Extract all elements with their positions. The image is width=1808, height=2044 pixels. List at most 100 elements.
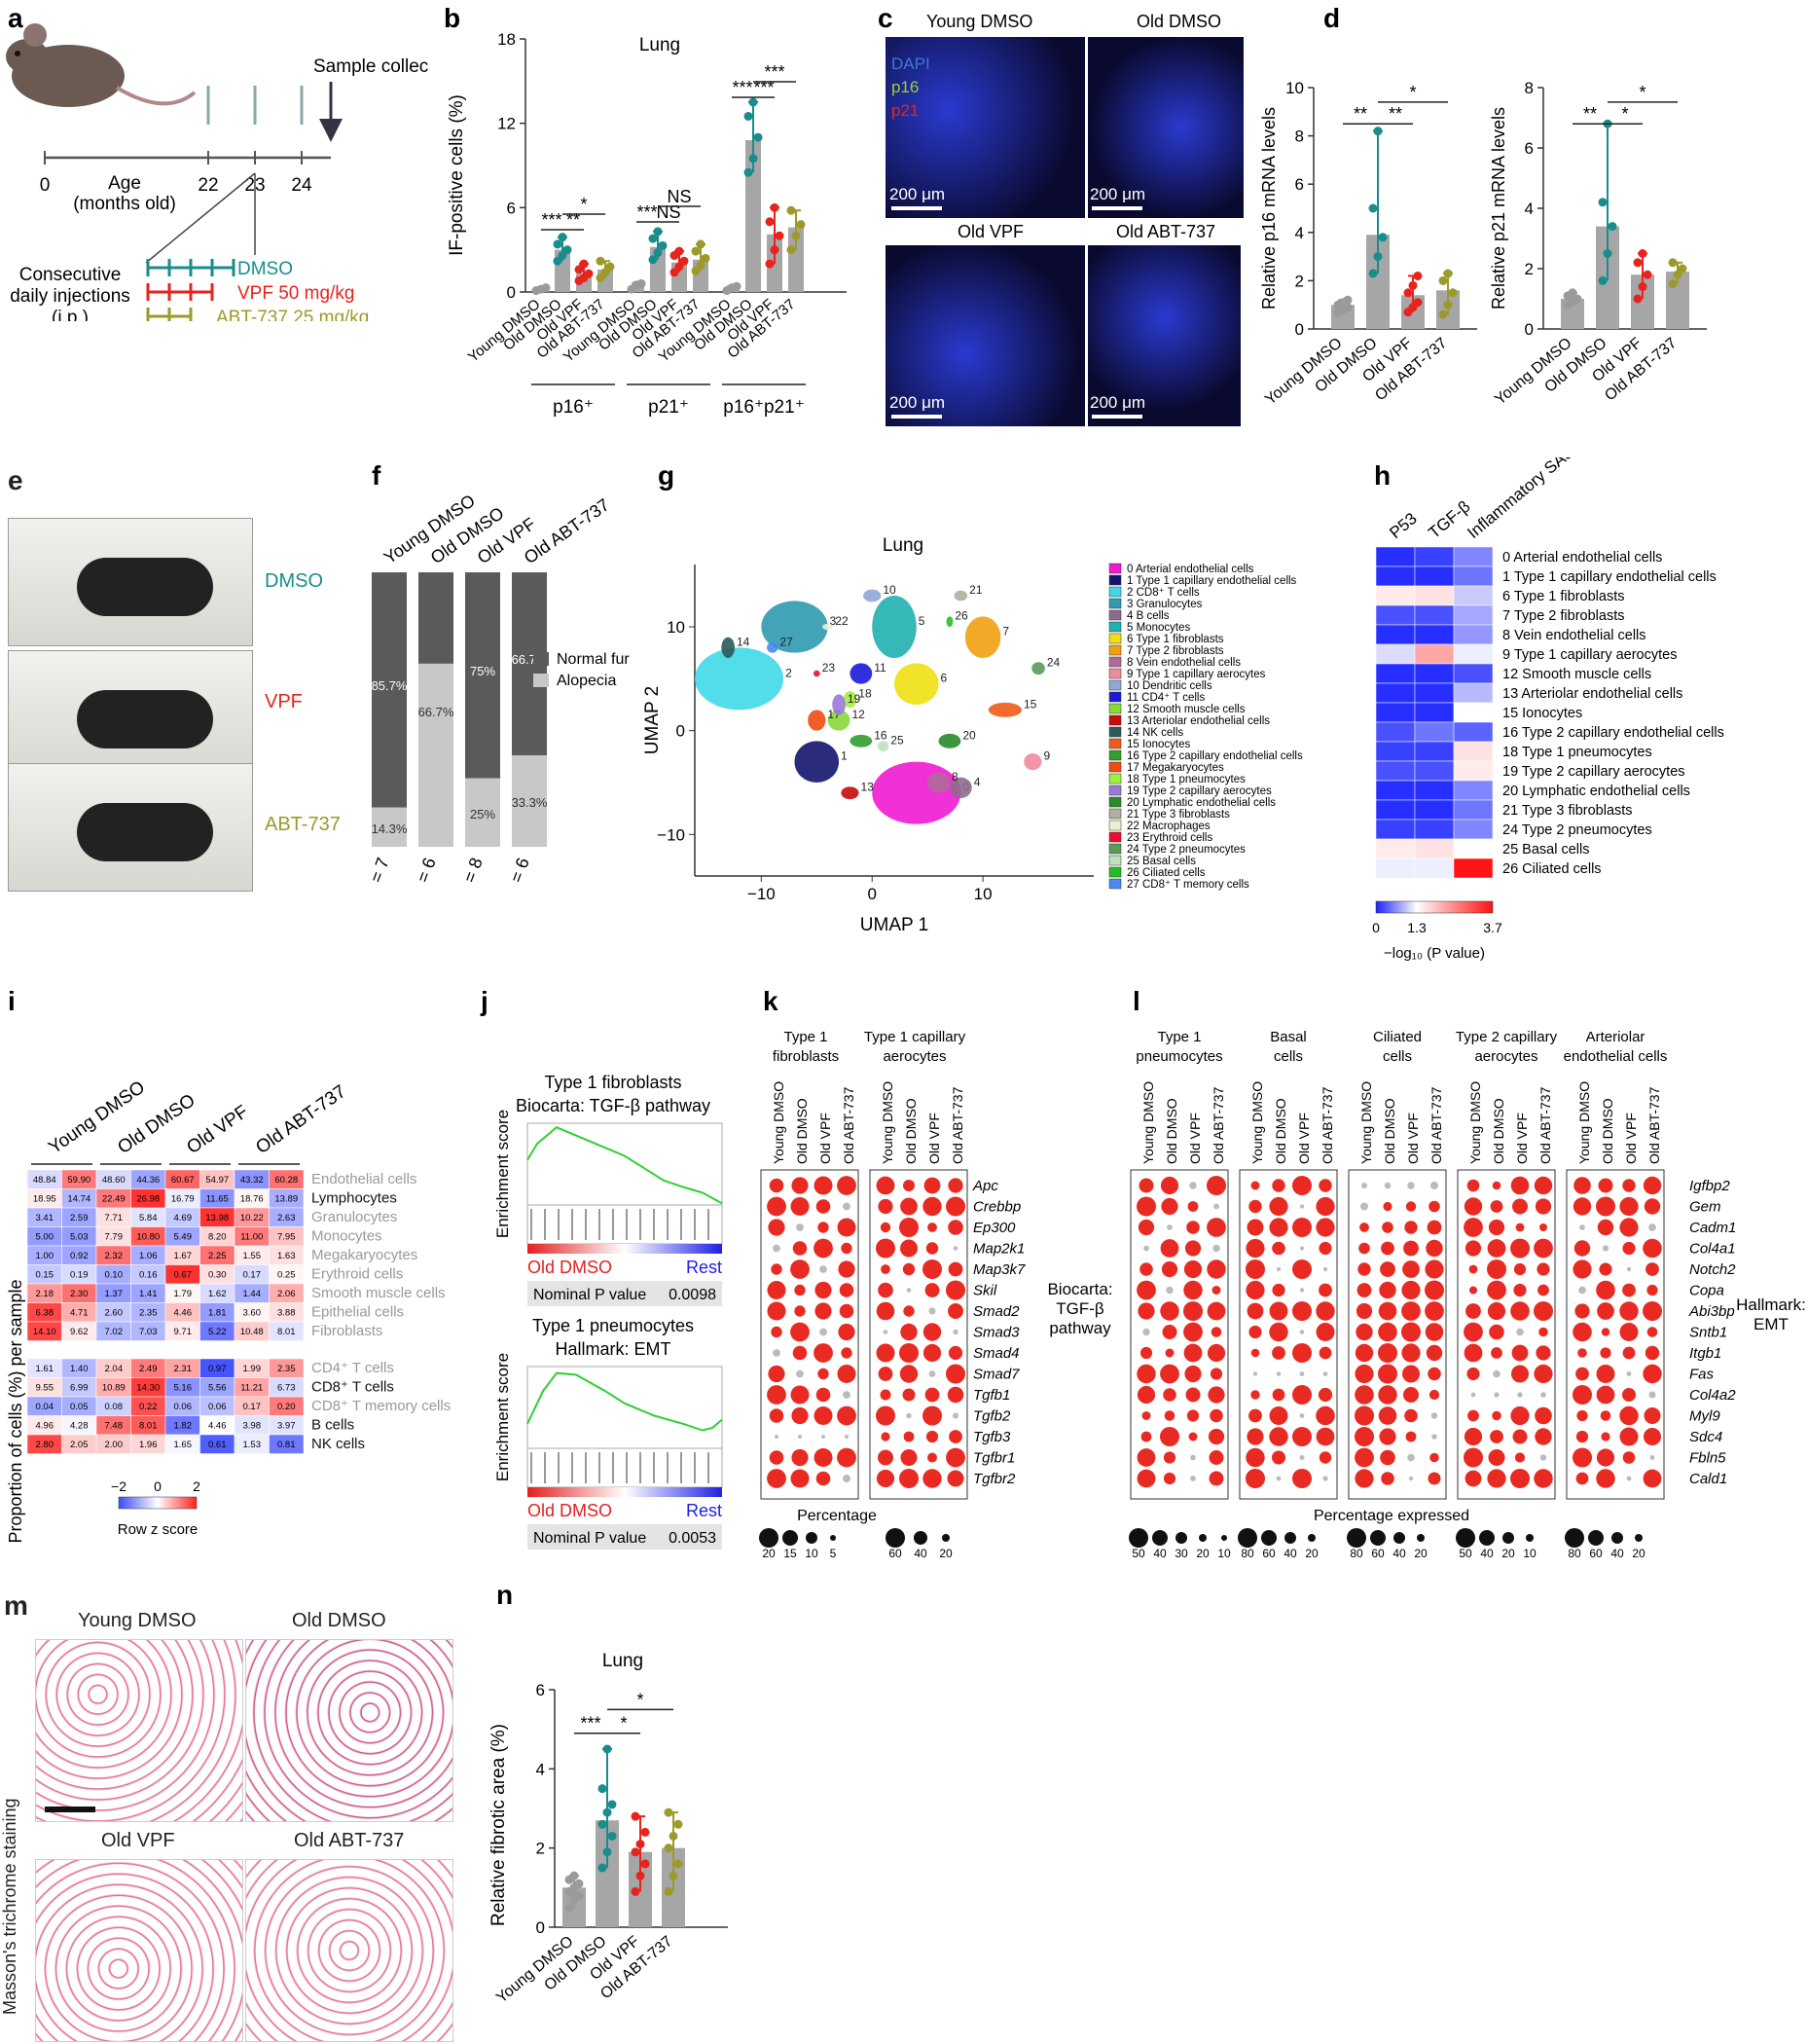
data-point xyxy=(574,1879,584,1888)
dot xyxy=(1183,1301,1203,1321)
row-label: 0 Arterial endothelial cells xyxy=(1502,550,1662,566)
dot-frame xyxy=(1348,1169,1447,1500)
dot xyxy=(1137,1385,1156,1405)
significance-label: *** xyxy=(580,1714,600,1734)
colorbar-tick: 2 xyxy=(193,1478,200,1494)
dot xyxy=(1577,1348,1587,1358)
umap-cluster xyxy=(813,670,820,677)
data-point xyxy=(1413,298,1423,308)
dot xyxy=(1426,1344,1443,1362)
dot xyxy=(1425,1280,1444,1300)
umap-cluster xyxy=(841,786,859,800)
dot xyxy=(1189,1182,1197,1189)
dot xyxy=(1139,1262,1153,1276)
umap-cluster xyxy=(821,623,834,631)
legend-swatch xyxy=(1108,761,1122,773)
cell-value: 1.61 xyxy=(36,1364,54,1374)
column-group-header: fibroblasts xyxy=(773,1048,839,1065)
dot xyxy=(1619,1301,1639,1321)
injection-label: (i.p.) xyxy=(52,308,89,321)
dot xyxy=(1535,1198,1552,1215)
dot xyxy=(1464,1343,1483,1363)
dot xyxy=(1139,1178,1154,1193)
cluster-number: 24 xyxy=(1047,656,1061,670)
y-tick-label: 0 xyxy=(676,722,685,741)
dot xyxy=(1269,1196,1288,1217)
dot xyxy=(1599,1262,1612,1276)
legend-swatch-alopecia xyxy=(533,674,549,687)
dot xyxy=(924,1387,940,1403)
data-point xyxy=(1413,271,1423,280)
data-point xyxy=(664,1843,673,1853)
data-point xyxy=(775,231,784,240)
heatmap-cell xyxy=(1453,624,1494,645)
dot xyxy=(1322,1266,1328,1272)
row-label: 9 Type 1 capillary aerocytes xyxy=(1502,647,1677,663)
panel-n: n Lung Relative fibrotic area (%) 0246Yo… xyxy=(488,1580,728,2007)
column-label: Old VPF xyxy=(1405,1113,1421,1164)
legend-entry: 4 B cells xyxy=(1127,610,1170,622)
column-label: Young DMSO xyxy=(880,1081,895,1164)
dot xyxy=(1378,1343,1397,1363)
dot xyxy=(903,1180,915,1191)
data-point xyxy=(602,1807,612,1817)
photo-label-dmso: DMSO xyxy=(265,570,323,592)
dot xyxy=(1292,1301,1312,1321)
cell-value: 44.36 xyxy=(136,1175,160,1186)
panel-letter-e: e xyxy=(8,465,23,495)
cluster-number: 15 xyxy=(1024,697,1037,711)
dot xyxy=(1269,1218,1288,1237)
row-label: 18 Type 1 pneumocytes xyxy=(1502,745,1652,760)
injection-label: daily injections xyxy=(10,286,130,307)
dot xyxy=(1401,1343,1421,1363)
legend-swatch xyxy=(1108,878,1122,890)
legend-entry: 0 Arterial endothelial cells xyxy=(1127,564,1254,575)
dot xyxy=(1382,1222,1393,1233)
dot xyxy=(767,1469,786,1488)
cell-value: 4.28 xyxy=(70,1421,89,1432)
size-legend-dot xyxy=(1479,1530,1495,1546)
dot xyxy=(815,1471,831,1486)
significance-label: * xyxy=(636,1690,643,1709)
colorbar-tick: 0 xyxy=(154,1478,162,1494)
dot xyxy=(1161,1197,1178,1216)
size-legend-dot xyxy=(1152,1530,1168,1546)
plot-frame xyxy=(526,1366,723,1449)
size-legend-dot xyxy=(1238,1528,1257,1548)
panel-letter-d: d xyxy=(1323,3,1340,33)
cell-value: 4.69 xyxy=(174,1213,193,1223)
dot xyxy=(1299,1288,1305,1293)
heatmap-cell xyxy=(1453,585,1494,606)
legend-normal-fur: Normal fur xyxy=(557,651,630,668)
dot xyxy=(1644,1407,1661,1424)
dot xyxy=(906,1412,912,1419)
legend-swatch xyxy=(1108,796,1122,808)
size-legend-dot xyxy=(1393,1532,1405,1544)
dot xyxy=(1276,1266,1282,1272)
y-tick-label: 4 xyxy=(1525,200,1534,218)
heatmap-cell xyxy=(1375,858,1416,879)
dot xyxy=(922,1343,942,1363)
group-label: p21⁺ xyxy=(648,397,689,418)
colorbar-label: −log₁₀ (P value) xyxy=(1384,945,1485,962)
data-point xyxy=(640,1827,650,1837)
dot xyxy=(1427,1220,1442,1235)
dot xyxy=(841,1242,852,1255)
dot xyxy=(1464,1322,1483,1342)
dot xyxy=(837,1405,856,1426)
dot xyxy=(876,1238,895,1259)
gene-label: Sdc4 xyxy=(1689,1429,1722,1445)
column-label: Old ABT-737 xyxy=(1428,1086,1444,1164)
dot xyxy=(1596,1365,1615,1383)
data-point xyxy=(658,240,668,250)
cell-value: 5.16 xyxy=(174,1383,193,1394)
bar-value-normal: 85.7% xyxy=(372,678,408,693)
data-point xyxy=(602,1847,612,1857)
dot xyxy=(1575,1367,1589,1381)
dot xyxy=(1425,1323,1444,1341)
significance-label: * xyxy=(1621,104,1628,124)
dot xyxy=(922,1469,942,1488)
dot xyxy=(1322,1371,1328,1376)
column-group-header: Type 1 xyxy=(783,1029,827,1045)
